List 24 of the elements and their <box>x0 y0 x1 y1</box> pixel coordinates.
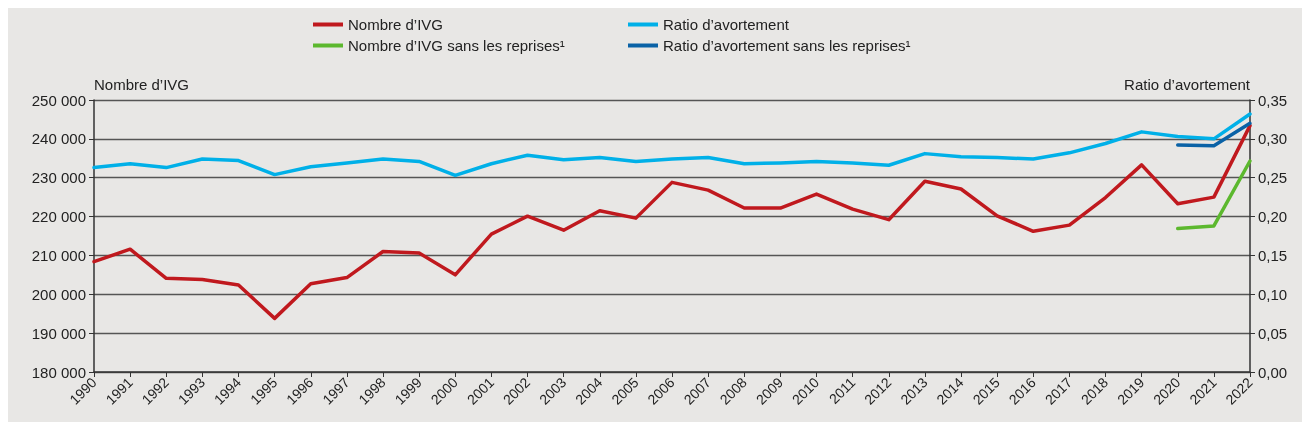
y2-tick-label: 0,20 <box>1258 208 1288 226</box>
legend-label: Ratio d’avortement sans les reprises¹ <box>663 37 911 54</box>
y-tick-label: 200 000 <box>31 285 86 303</box>
y2-tick-label: 0,25 <box>1258 169 1288 187</box>
line-series <box>92 112 1252 178</box>
y2-tick-label: 0,05 <box>1258 324 1288 342</box>
legend-label: Nombre d’IVG <box>348 16 444 33</box>
y-tick-label: 180 000 <box>31 363 86 381</box>
y-tick-label: 240 000 <box>31 130 86 148</box>
line-series <box>92 123 1252 321</box>
y-tick-label: 230 000 <box>31 169 86 187</box>
y-tick-label: 250 000 <box>31 91 86 109</box>
y2-tick-label: 0,15 <box>1258 246 1288 264</box>
y2-axis-title: Ratio d’avortement <box>1124 76 1251 93</box>
y-tick-label: 210 000 <box>31 246 86 264</box>
legend-label: Nombre d’IVG sans les reprises¹ <box>348 37 565 54</box>
y-axis-title: Nombre d’IVG <box>94 76 190 93</box>
y-tick-label: 220 000 <box>31 208 86 226</box>
legend-label: Ratio d’avortement <box>663 16 790 33</box>
y2-tick-label: 0,30 <box>1258 130 1288 148</box>
y2-tick-label: 0,10 <box>1258 285 1288 303</box>
y2-tick-label: 0,00 <box>1258 363 1288 381</box>
y-tick-label: 190 000 <box>31 324 86 342</box>
y2-tick-label: 0,35 <box>1258 91 1288 109</box>
